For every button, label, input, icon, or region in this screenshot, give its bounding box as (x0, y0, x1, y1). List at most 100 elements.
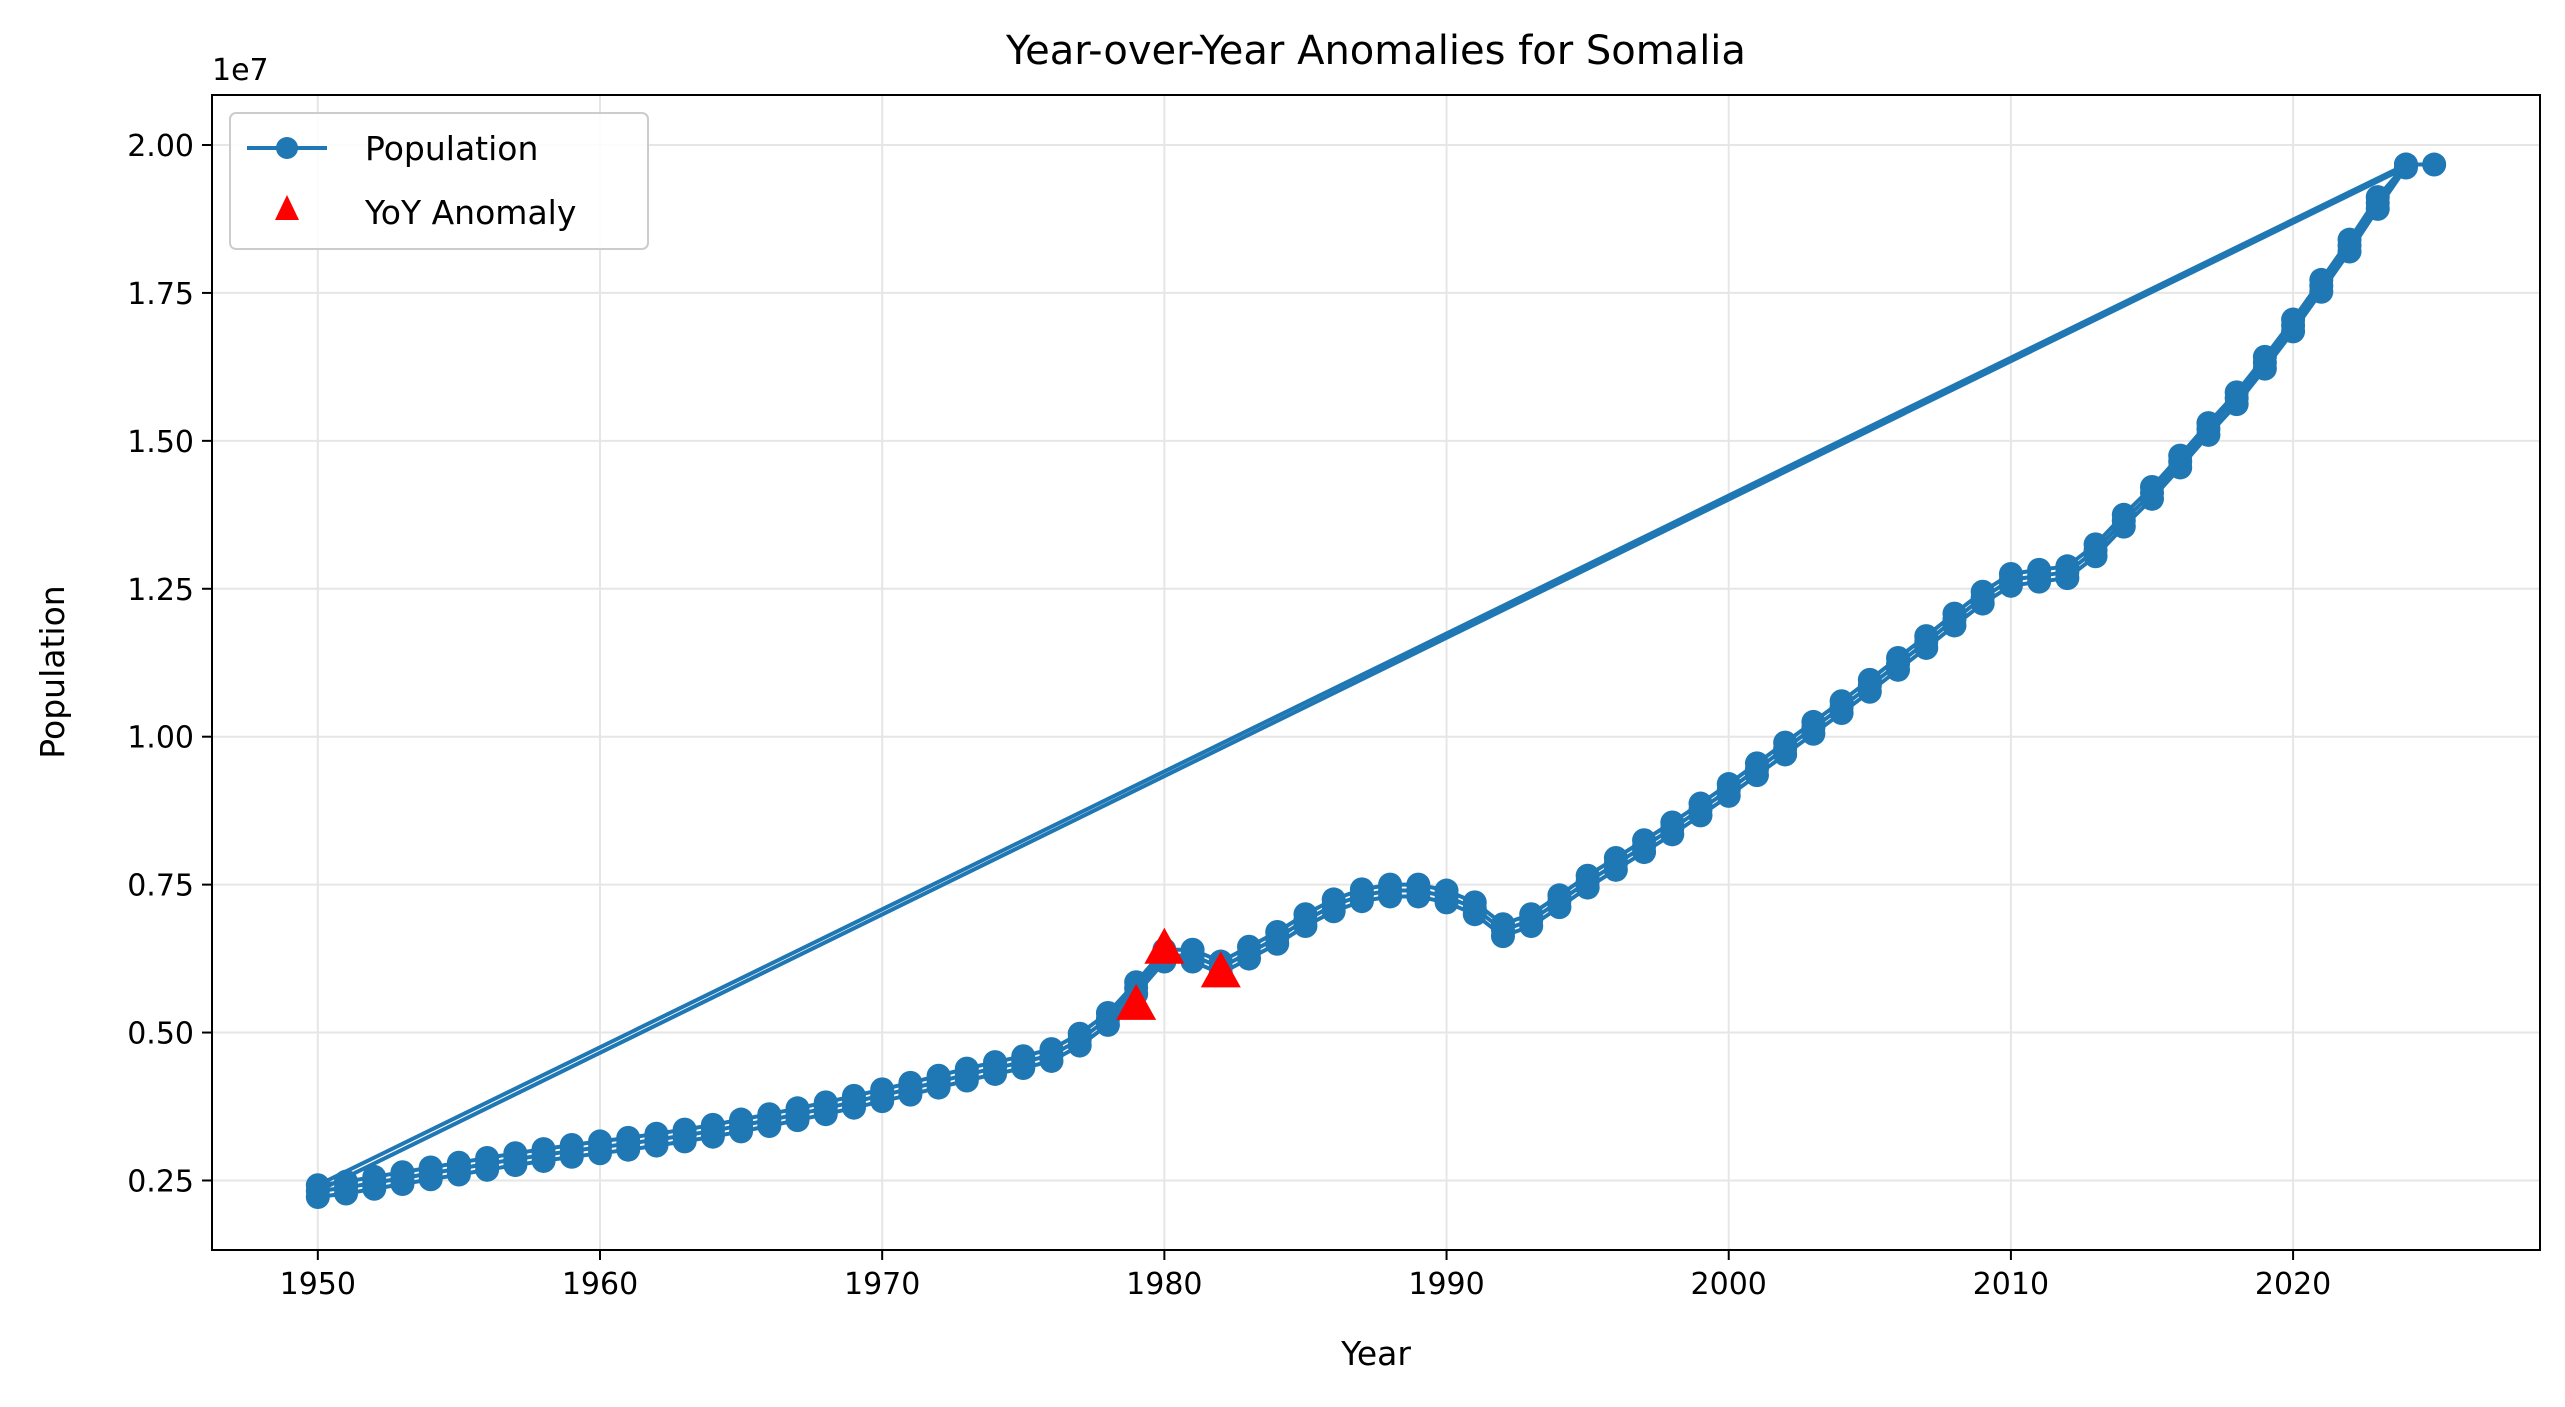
population-point (2196, 411, 2221, 436)
population-point (616, 1125, 641, 1150)
axis-ticks: 1950 1960 1970 1980 1990 2000 2010 2020 0.25 0.50… (127, 129, 2331, 1302)
y-tick-label: 0.75 (127, 869, 194, 904)
population-point (926, 1063, 951, 1088)
population-point (588, 1129, 612, 1154)
population-point (1716, 772, 1741, 797)
population-point (2365, 185, 2390, 210)
y-offset-label: 1e7 (212, 53, 269, 88)
y-tick-label: 2.00 (127, 129, 194, 164)
population-point (1067, 1021, 1092, 1046)
population-point (305, 1173, 330, 1198)
population-point (2083, 532, 2108, 557)
population-point (1801, 709, 1826, 734)
population-point (1378, 872, 1403, 897)
population-point (1688, 791, 1713, 816)
population-point (672, 1117, 697, 1142)
population-point (2281, 307, 2306, 332)
population-point (390, 1160, 415, 1185)
population-point (2140, 475, 2164, 500)
population-point (1011, 1044, 1036, 1069)
x-axis-title: Year (1340, 1334, 1411, 1373)
population-point (2224, 380, 2249, 405)
population-point (2393, 152, 2418, 177)
population-point (1744, 751, 1769, 776)
population-point (1970, 579, 1995, 604)
population-point (334, 1169, 359, 1194)
x-tick-label: 1950 (280, 1267, 356, 1302)
population-point (1462, 890, 1487, 915)
population-point (1547, 883, 1572, 908)
population-point (813, 1090, 838, 1115)
population-point (1180, 937, 1205, 962)
population-point (2252, 344, 2277, 369)
population-point (1434, 878, 1459, 903)
population-point (1124, 970, 1149, 995)
population-point (644, 1121, 669, 1146)
population-point (1942, 601, 1967, 626)
legend: Population YoY Anomaly (229, 112, 649, 250)
population-point (729, 1107, 754, 1132)
population-point (559, 1132, 584, 1157)
y-tick-label: 1.75 (127, 277, 194, 312)
population-point (983, 1050, 1008, 1075)
legend-box (229, 112, 649, 250)
population-point (531, 1137, 556, 1162)
population-point (1519, 902, 1544, 927)
y-tick-label: 0.50 (127, 1017, 194, 1052)
population-point (1490, 912, 1515, 937)
population-point (1039, 1037, 1064, 1062)
anomaly-marker (1116, 983, 1157, 1020)
y-tick-label: 1.00 (127, 721, 194, 756)
population-point (1293, 902, 1318, 927)
population-point (1575, 863, 1600, 888)
population-point (503, 1141, 528, 1166)
population-point (1998, 561, 2023, 586)
x-tick-label: 2000 (1691, 1267, 1767, 1302)
population-point (841, 1083, 866, 1108)
population-point (2168, 443, 2193, 468)
population-point (1237, 934, 1262, 959)
x-tick-label: 2020 (2255, 1267, 2331, 1302)
plot-series (305, 152, 2447, 1210)
x-tick-label: 1960 (562, 1267, 638, 1302)
population-point (870, 1077, 895, 1102)
chart-title: Year-over-Year Anomalies for Somalia (1005, 28, 1746, 74)
y-tick-label: 1.25 (127, 573, 194, 608)
x-tick-label: 2010 (1973, 1267, 2049, 1302)
x-tick-label: 1990 (1408, 1267, 1484, 1302)
population-point (2055, 554, 2080, 579)
legend-circle-swatch (276, 137, 298, 159)
population-point (475, 1145, 500, 1170)
population-point (2027, 557, 2052, 582)
y-tick-label: 1.50 (127, 425, 194, 460)
plot-frame (211, 94, 2541, 1251)
x-tick-label: 1980 (1126, 1267, 1202, 1302)
population-point (1773, 730, 1798, 755)
population-point (1829, 689, 1854, 714)
population-point (785, 1096, 810, 1121)
population-point (2309, 267, 2334, 292)
population-point (1603, 845, 1628, 870)
population-point (1095, 1001, 1120, 1026)
grid (212, 95, 2540, 1250)
population-point (1632, 828, 1657, 853)
population-point (757, 1102, 782, 1127)
y-tick-label: 0.25 (127, 1164, 194, 1199)
population-point (1886, 646, 1911, 671)
population-point (1265, 919, 1290, 944)
population-point (1857, 667, 1882, 692)
population-point (1349, 877, 1374, 902)
population-point (1321, 887, 1346, 912)
population-point (446, 1150, 471, 1175)
legend-label-anomaly: YoY Anomaly (364, 193, 576, 232)
legend-label-population: Population (365, 129, 538, 168)
population-point (362, 1164, 387, 1189)
population-point (2337, 227, 2362, 252)
population-line (315, 162, 2435, 1199)
legend-triangle-swatch (275, 195, 299, 220)
population-point (2422, 152, 2447, 177)
anomaly-marker (1200, 951, 1241, 988)
population-point (1914, 624, 1939, 649)
x-tick-label: 1970 (844, 1267, 920, 1302)
